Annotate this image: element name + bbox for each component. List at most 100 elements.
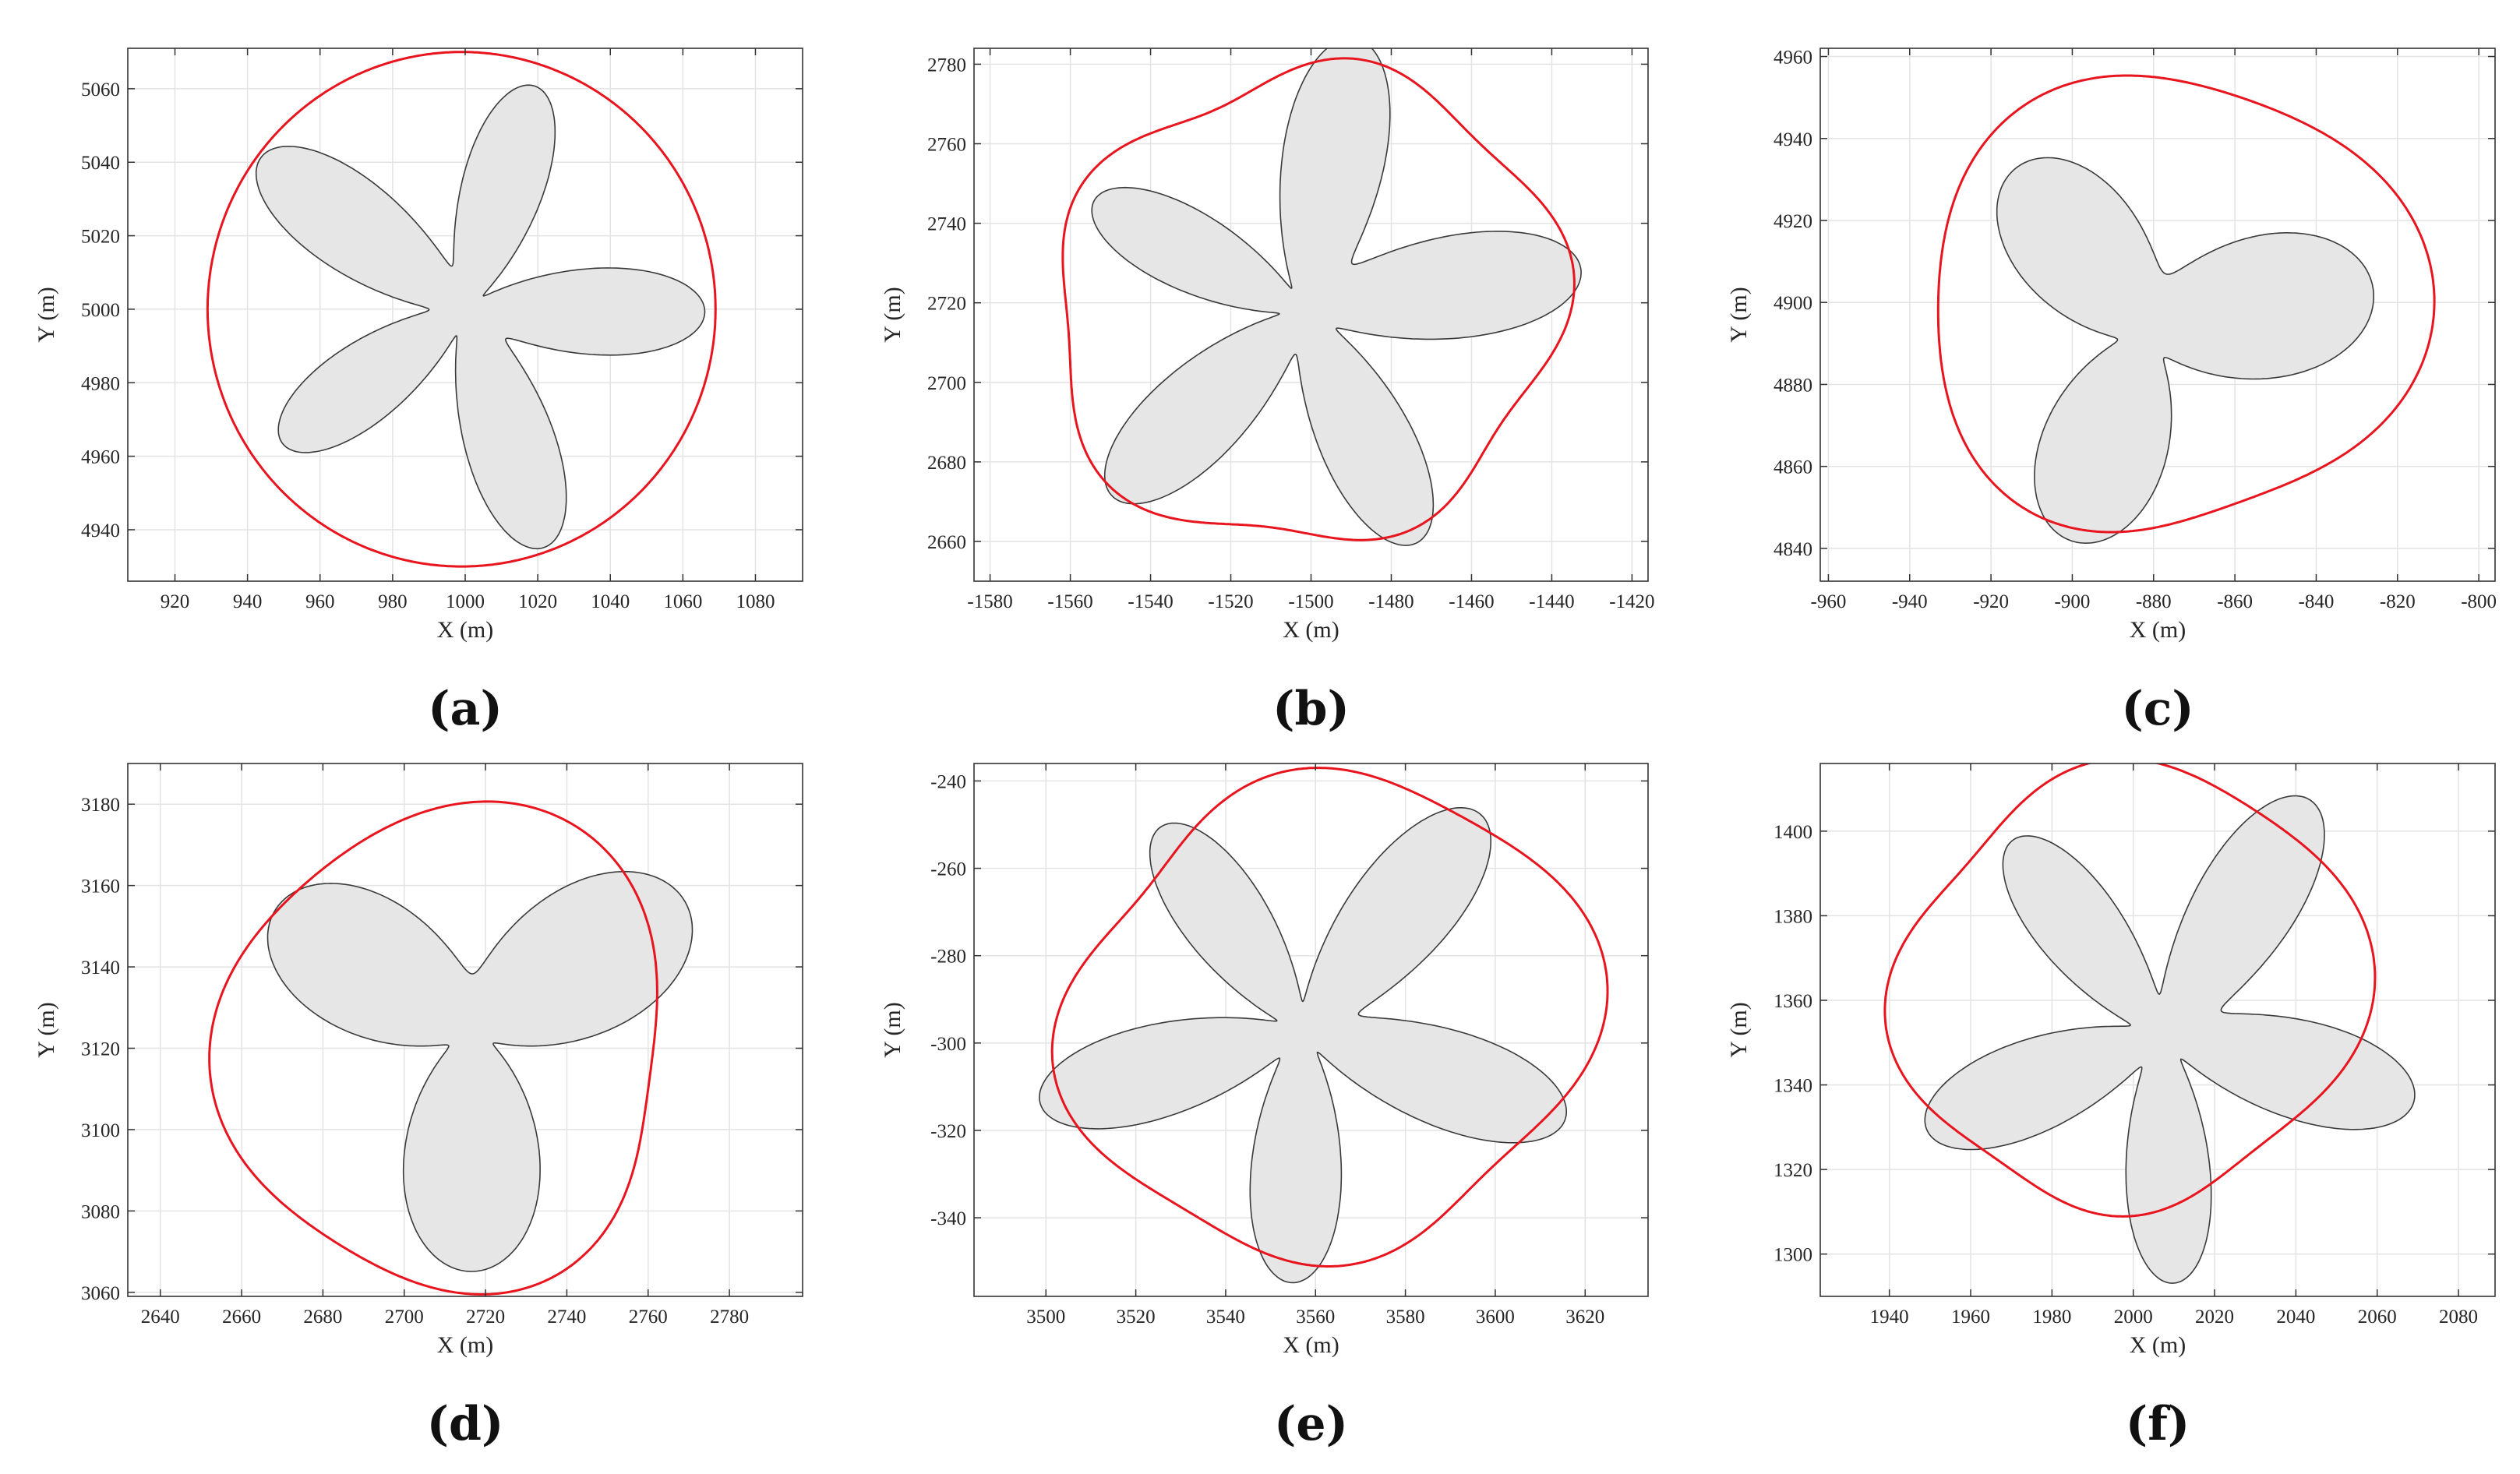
x-tick-label: 1960: [1951, 1306, 1990, 1328]
axes-frame: [973, 763, 1649, 1297]
red-contour: [208, 800, 658, 1296]
x-tick-label: 2020: [2195, 1306, 2234, 1328]
x-tick-label: -1520: [1208, 591, 1253, 612]
x-tick-label: 1000: [446, 591, 485, 612]
target-shape: [1996, 157, 2374, 544]
chart-panel: 920 940 960 980 1000 1020 1040 1060 1080 4940 4960…: [34, 48, 803, 736]
x-tick-label: -1480: [1368, 591, 1414, 612]
x-tick-label: 2760: [629, 1306, 668, 1328]
chart-panel: -960 -940 -920 -900 -880 -860 -840 -820 -800 4840…: [1726, 48, 2497, 736]
x-tick-label: 2680: [303, 1306, 342, 1328]
x-tick-label: 3500: [1026, 1306, 1065, 1328]
x-tick-label: -1420: [1609, 591, 1654, 612]
x-tick-label: -1580: [967, 591, 1012, 612]
axes-frame: [1819, 48, 2496, 582]
y-axis-label: Y (m): [1726, 287, 1752, 342]
x-tick-label: 1980: [2032, 1306, 2071, 1328]
y-tick-label: 3100: [81, 1120, 120, 1141]
y-axis-label: Y (m): [34, 1002, 59, 1057]
x-tick-label: 2060: [2358, 1306, 2397, 1328]
x-tick-label: 3580: [1386, 1306, 1425, 1328]
x-tick-label: 3540: [1206, 1306, 1245, 1328]
y-tick-label: -320: [930, 1121, 966, 1142]
y-axis-label: Y (m): [880, 287, 905, 342]
y-tick-label: 2680: [927, 453, 966, 474]
y-tick-label: 1380: [1774, 906, 1812, 927]
y-tick-label: 5040: [81, 153, 120, 174]
x-tick-label: 2000: [2114, 1306, 2153, 1328]
y-axis-label: Y (m): [34, 287, 59, 342]
x-tick-label: 920: [161, 591, 190, 612]
y-tick-label: 5020: [81, 227, 120, 248]
y-tick-label: 4940: [81, 520, 120, 541]
red-contour: [206, 51, 717, 568]
y-tick-label: 4960: [81, 447, 120, 468]
y-tick-label: 5000: [81, 300, 120, 321]
chart-panel: 1940 1960 1980 2000 2020 2040 2060 2080 1300 1320…: [1726, 763, 2496, 1451]
panel-label: (f): [2126, 1397, 2190, 1451]
x-tick-label: 2780: [710, 1306, 749, 1328]
red-contour: [1936, 74, 2436, 534]
y-tick-label: 4900: [1774, 293, 1812, 314]
x-tick-label: -1560: [1047, 591, 1092, 612]
x-tick-label: 1020: [518, 591, 557, 612]
y-tick-label: -280: [930, 947, 966, 968]
x-tick-label: 2700: [385, 1306, 424, 1328]
y-tick-label: 3080: [81, 1201, 120, 1222]
y-tick-label: 1360: [1774, 991, 1812, 1012]
target-shape: [1924, 795, 2416, 1284]
x-tick-label: 2640: [141, 1306, 180, 1328]
y-tick-label: -260: [930, 859, 966, 880]
x-tick-label: 1060: [663, 591, 702, 612]
x-tick-label: 3620: [1565, 1306, 1604, 1328]
y-tick-label: -240: [930, 771, 966, 792]
x-axis-label: X (m): [437, 617, 493, 643]
y-tick-label: 3060: [81, 1283, 120, 1304]
y-tick-label: 2780: [927, 55, 966, 76]
red-contour: [1061, 57, 1576, 541]
x-tick-label: -900: [2055, 591, 2091, 612]
x-tick-label: 2720: [466, 1306, 505, 1328]
x-tick-label: -940: [1892, 591, 1928, 612]
y-tick-label: 2740: [927, 214, 966, 235]
y-tick-label: -300: [930, 1034, 966, 1055]
y-tick-label: 2700: [927, 373, 966, 394]
x-tick-label: 960: [305, 591, 335, 612]
x-tick-label: -1500: [1288, 591, 1333, 612]
panel-label: (d): [427, 1397, 504, 1451]
target-shape: [1091, 48, 1582, 546]
x-tick-label: 1940: [1870, 1306, 1909, 1328]
x-tick-label: -880: [2136, 591, 2172, 612]
y-axis-label: Y (m): [1726, 1002, 1752, 1057]
y-tick-label: 3120: [81, 1038, 120, 1060]
y-tick-label: 2660: [927, 532, 966, 553]
y-tick-label: 4880: [1774, 375, 1812, 396]
chart-panel: 3500 3520 3540 3560 3580 3600 3620 -340 -320 -300…: [880, 763, 1649, 1451]
y-tick-label: -340: [930, 1208, 966, 1229]
x-tick-label: 2740: [547, 1306, 586, 1328]
target-shape: [1039, 807, 1567, 1284]
x-tick-label: 980: [378, 591, 408, 612]
y-tick-label: 1340: [1774, 1076, 1812, 1097]
y-tick-label: 3140: [81, 957, 120, 979]
chart-panel: -1580 -1560 -1540 -1520 -1500 -1480 -1460 -1440…: [880, 48, 1655, 736]
x-tick-label: 2080: [2439, 1306, 2478, 1328]
y-tick-label: 2720: [927, 294, 966, 315]
panel-label: (b): [1272, 682, 1350, 736]
x-tick-label: -1460: [1449, 591, 1494, 612]
y-tick-label: 1400: [1774, 822, 1812, 843]
y-tick-label: 4940: [1774, 129, 1812, 150]
y-axis-label: Y (m): [880, 1002, 905, 1057]
x-tick-label: -860: [2217, 591, 2253, 612]
x-tick-label: 3560: [1296, 1306, 1335, 1328]
y-tick-label: 4920: [1774, 211, 1812, 232]
x-tick-label: 2660: [222, 1306, 261, 1328]
x-tick-label: -800: [2461, 591, 2497, 612]
x-axis-label: X (m): [2130, 617, 2186, 643]
x-tick-label: 1080: [736, 591, 775, 612]
x-tick-label: 940: [233, 591, 263, 612]
x-axis-label: X (m): [437, 1332, 493, 1358]
x-axis-label: X (m): [2130, 1332, 2186, 1358]
y-tick-label: 4960: [1774, 48, 1812, 69]
